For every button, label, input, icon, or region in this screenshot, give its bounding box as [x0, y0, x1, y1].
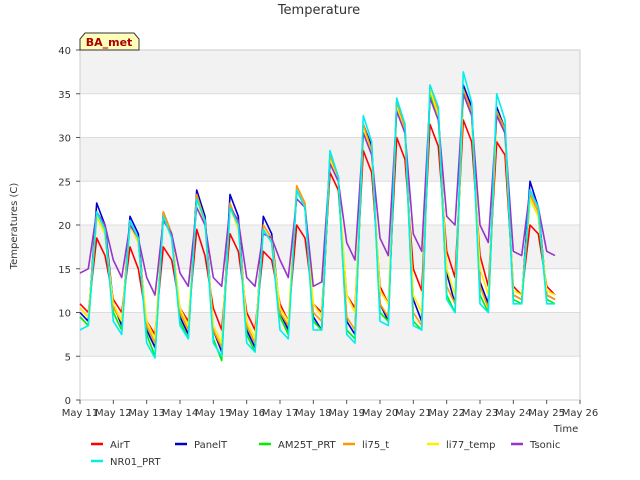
- legend-label: NR01_PRT: [110, 457, 161, 468]
- series-line-tsonic: [79, 93, 556, 296]
- x-tick-label: May 12: [95, 408, 132, 419]
- x-tick-label: May 11: [62, 408, 99, 419]
- x-tick-label: May 26: [562, 408, 599, 419]
- x-tick-label: May 23: [462, 408, 499, 419]
- legend-label: li75_t: [362, 440, 389, 451]
- legend-item: AirT: [91, 440, 131, 451]
- x-tick-label: May 18: [295, 408, 332, 419]
- y-tick-label: 20: [58, 221, 71, 232]
- legend-item: NR01_PRT: [91, 457, 161, 468]
- y-tick-label: 15: [58, 265, 71, 276]
- y-tick-label: 40: [58, 46, 71, 57]
- legend-label: li77_temp: [446, 440, 495, 451]
- y-axis-ticks: 0 5 10 15 20 25 30 35 40: [58, 46, 80, 407]
- series-line-li77-temp: [79, 88, 556, 344]
- x-tick-label: May 15: [195, 408, 232, 419]
- y-tick-label: 25: [58, 177, 71, 188]
- y-tick-label: 5: [65, 352, 71, 363]
- y-axis-label: Temperatures (C): [9, 183, 20, 271]
- x-tick-label: May 21: [395, 408, 432, 419]
- legend-item: AM25T_PRT: [259, 440, 337, 451]
- y-tick-label: 35: [58, 90, 71, 101]
- x-tick-label: May 24: [495, 408, 532, 419]
- site-badge: BA_met: [79, 32, 140, 51]
- x-tick-label: May 16: [228, 408, 265, 419]
- legend-label: PanelT: [194, 440, 228, 451]
- legend-label: AM25T_PRT: [278, 440, 337, 451]
- legend-label: AirT: [110, 440, 131, 451]
- x-tick-label: May 19: [328, 408, 365, 419]
- legend-item: PanelT: [175, 440, 228, 451]
- background-band: [80, 50, 580, 94]
- y-tick-label: 30: [58, 134, 71, 145]
- background-band: [80, 225, 580, 269]
- legend-item: li77_temp: [427, 440, 495, 451]
- legend-item: Tsonic: [511, 440, 560, 451]
- legend-item: li75_t: [343, 440, 389, 451]
- y-tick-label: 10: [58, 309, 71, 320]
- legend-label: Tsonic: [529, 440, 560, 451]
- site-badge-label: BA_met: [86, 36, 133, 49]
- legend: AirT PanelT AM25T_PRT li75_t li77_temp Tsonic…: [91, 440, 560, 468]
- x-tick-label: May 17: [262, 408, 299, 419]
- x-tick-label: May 14: [162, 408, 199, 419]
- chart-title: Temperature: [277, 3, 360, 18]
- background-band: [80, 312, 580, 357]
- x-tick-label: May 13: [128, 408, 165, 419]
- series-layer: [79, 71, 556, 362]
- x-axis-label: Time: [553, 424, 578, 435]
- x-tick-label: May 20: [362, 408, 399, 419]
- series-line-panelt: [79, 84, 556, 353]
- x-tick-label: May 25: [528, 408, 565, 419]
- site-badge-shape: [79, 32, 140, 51]
- x-tick-label: May 22: [428, 408, 465, 419]
- series-line-nr01-prt: [79, 71, 555, 359]
- y-tick-label: 0: [65, 396, 71, 407]
- background-bands: [80, 50, 580, 357]
